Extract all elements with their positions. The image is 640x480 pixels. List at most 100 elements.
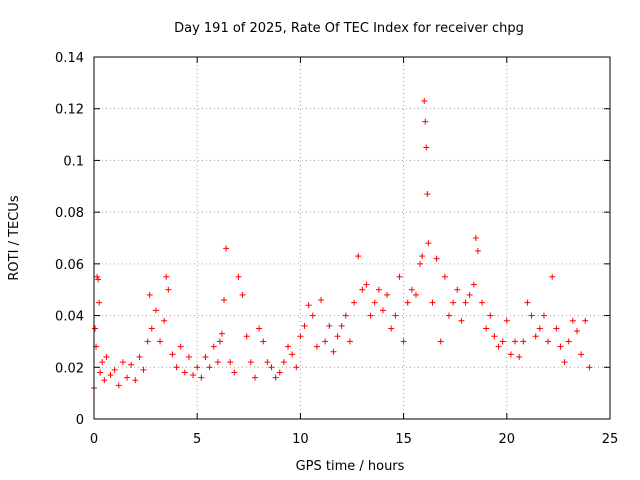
y-tick-label: 0.12 [55,103,84,118]
data-point [214,359,221,366]
y-axis-label: ROTI / TECUs [7,195,22,280]
data-point [553,325,560,332]
data-point [507,351,514,358]
data-point [169,351,176,358]
data-point [285,343,292,350]
data-point [586,364,593,371]
data-point [359,286,366,293]
data-point [132,377,139,384]
data-point [545,338,552,345]
data-point [532,333,539,340]
data-point [95,276,102,283]
data-point [92,325,99,332]
data-point [111,366,118,373]
data-point [417,260,424,267]
data-point [466,291,473,298]
data-point [375,286,382,293]
data-point [280,359,287,366]
data-point [305,302,312,309]
x-axis-label: GPS time / hours [296,459,405,474]
data-point [516,353,523,360]
data-point [396,273,403,280]
data-point [218,330,225,337]
data-point [549,273,556,280]
axis-ticks [93,56,611,420]
data-point [301,322,308,329]
data-point [379,307,386,314]
y-tick-label: 0.06 [55,258,84,273]
data-point [152,307,159,314]
data-point [400,338,407,345]
data-point [479,299,486,306]
chart-title: Day 191 of 2025, Rate Of TEC Index for r… [174,21,524,36]
x-tick-labels: 0 5 10 15 20 25 [90,432,618,447]
data-point [433,255,440,262]
data-point [495,343,502,350]
data-point [483,325,490,332]
data-point [474,247,481,254]
data-point [194,364,201,371]
data-point [313,343,320,350]
data-point [124,374,131,381]
data-point [227,359,234,366]
data-point [202,353,209,360]
data-point [446,312,453,319]
data-point [264,359,271,366]
data-point [470,281,477,288]
data-point [103,353,110,360]
data-point [136,353,143,360]
data-point [177,343,184,350]
data-point [289,351,296,358]
x-tick-label: 5 [193,432,201,447]
plot-frame [93,56,611,420]
data-point [198,374,205,381]
data-point [429,299,436,306]
data-point [408,286,415,293]
data-point [157,338,164,345]
data-point [235,273,242,280]
y-tick-label: 0.08 [55,206,84,221]
data-point [503,317,510,324]
data-point [392,312,399,319]
grid-lines [94,57,610,419]
data-point [309,312,316,319]
data-point [351,299,358,306]
data-point [573,328,580,335]
data-point [163,273,170,280]
data-point [165,286,172,293]
data-point [528,312,535,319]
data-point [536,325,543,332]
data-point [499,338,506,345]
data-point [419,253,426,260]
data-point [338,322,345,329]
data-point [293,364,300,371]
data-point [223,245,230,252]
data-point [565,338,572,345]
data-point [520,338,527,345]
data-point [330,348,337,355]
data-point [441,273,448,280]
data-point [206,364,213,371]
data-point [404,299,411,306]
data-point [107,372,114,379]
data-point [247,359,254,366]
data-point [569,317,576,324]
data-point [561,359,568,366]
data-point [243,333,250,340]
y-tick-label: 0.04 [55,310,84,325]
data-point [96,299,103,306]
data-point [458,317,465,324]
data-point [367,312,374,319]
data-point [363,281,370,288]
y-tick-label: 0.1 [63,154,84,169]
data-point [371,299,378,306]
y-tick-labels: 0 0.02 0.04 0.06 0.08 0.1 0.12 0.14 [55,51,84,428]
y-tick-label: 0.14 [55,51,84,66]
data-point [216,338,223,345]
data-point [454,286,461,293]
data-point [140,366,147,373]
data-point [388,325,395,332]
data-point [148,325,155,332]
data-point [424,191,431,198]
